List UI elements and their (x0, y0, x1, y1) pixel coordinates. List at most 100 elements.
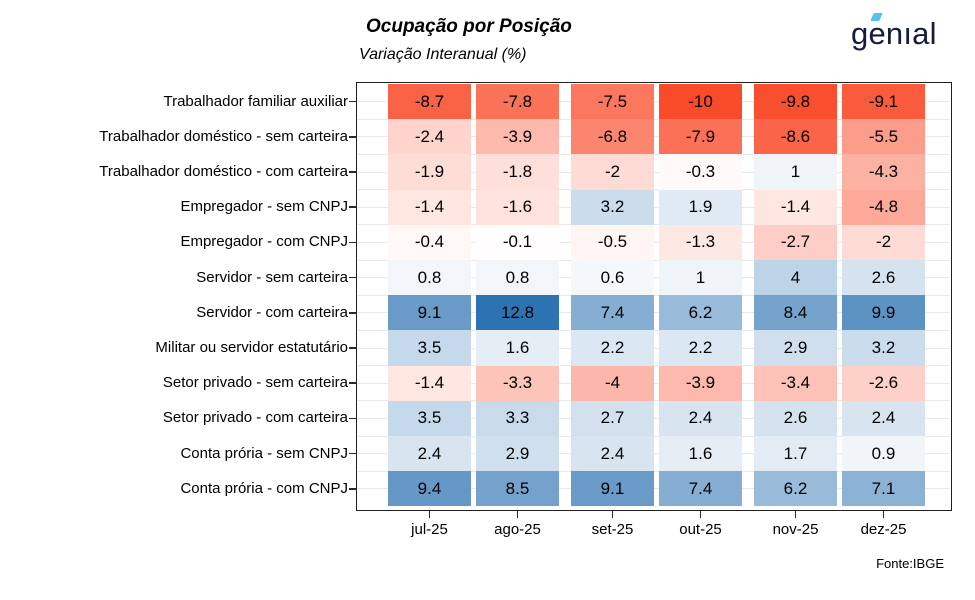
y-axis-tick (349, 488, 356, 490)
y-axis-label: Trabalhador familiar auxiliar (163, 92, 348, 110)
y-axis-tick (349, 206, 356, 208)
heatmap-cell: 6.2 (754, 471, 837, 507)
heatmap-cell: -1.9 (388, 154, 471, 190)
heatmap-cell: 0.6 (571, 260, 654, 296)
x-axis-label: jul-25 (411, 521, 448, 538)
panel-gridline (358, 101, 950, 103)
heatmap-cell: 0.8 (476, 260, 559, 296)
x-axis-tick (882, 511, 885, 518)
heatmap-cell: 3.2 (571, 189, 654, 225)
heatmap-cell: -7.9 (659, 119, 742, 155)
heatmap-cell: -3.3 (476, 365, 559, 401)
panel-gridline (358, 382, 950, 384)
heatmap-cell: 1 (659, 260, 742, 296)
heatmap-cell: 2.9 (476, 436, 559, 472)
heatmap-cell: 4 (754, 260, 837, 296)
heatmap-cell: 8.5 (476, 471, 559, 507)
y-axis-tick (349, 347, 356, 349)
heatmap-cell: 9.4 (388, 471, 471, 507)
heatmap-cell: 3.2 (842, 330, 925, 366)
heatmap-cell: -2.6 (842, 365, 925, 401)
chart-subtitle: Variação Interanual (%) (359, 46, 527, 63)
heatmap-cell: -6.8 (571, 119, 654, 155)
heatmap-cell: 6.2 (659, 295, 742, 331)
heatmap-cell: -2.4 (388, 119, 471, 155)
heatmap-cell: 0.8 (388, 260, 471, 296)
y-axis-label: Empregador - sem CNPJ (180, 198, 348, 216)
heatmap-cell: 1 (754, 154, 837, 190)
y-axis-label: Militar ou servidor estatutário (155, 339, 348, 356)
panel-gridline (358, 259, 950, 261)
heatmap-cell: -0.1 (476, 224, 559, 260)
heatmap-cell: 2.4 (388, 436, 471, 472)
heatmap-cell: 2.2 (659, 330, 742, 366)
panel-gridline (358, 206, 950, 208)
panel-gridline (358, 329, 950, 331)
y-axis-label: Conta prória - com CNPJ (180, 479, 348, 497)
heatmap-cell: 9.1 (571, 471, 654, 507)
x-axis-tick (516, 511, 519, 518)
heatmap-cell: -1.4 (754, 189, 837, 225)
heatmap-cell: 2.2 (571, 330, 654, 366)
heatmap-cell: 2.6 (754, 400, 837, 436)
y-axis-tick (349, 312, 356, 314)
heatmap-cell: 12.8 (476, 295, 559, 331)
y-axis-label: Servidor - sem carteira (196, 268, 348, 286)
y-axis-tick (349, 136, 356, 138)
genial-logo: genıal (851, 13, 961, 53)
x-axis-label: ago-25 (494, 521, 541, 538)
panel-gridline (358, 417, 950, 419)
heatmap-cell: -3.9 (659, 365, 742, 401)
x-axis-tick (428, 511, 431, 518)
heatmap-cell: 2.7 (571, 400, 654, 436)
x-axis-label: nov-25 (772, 521, 819, 538)
heatmap-cell: 1.9 (659, 189, 742, 225)
x-axis-tick (611, 511, 614, 518)
panel-gridline (358, 277, 950, 279)
heatmap-cell: 1.6 (476, 330, 559, 366)
heatmap-cell: 7.4 (571, 295, 654, 331)
panel-gridline (358, 294, 950, 296)
heatmap-cell: 9.9 (842, 295, 925, 331)
panel-gridline (358, 435, 950, 437)
heatmap-cell: -1.4 (388, 365, 471, 401)
x-axis-tick (794, 511, 797, 518)
y-axis-tick (349, 241, 356, 244)
heatmap-cell: 2.6 (842, 260, 925, 296)
heatmap-cell: -1.8 (476, 154, 559, 190)
heatmap-cell: -9.1 (842, 84, 925, 120)
heatmap-cell: -0.5 (571, 224, 654, 260)
panel-gridline (358, 241, 950, 243)
heatmap-cell: 2.9 (754, 330, 837, 366)
heatmap-cell: 1.7 (754, 436, 837, 472)
y-axis-tick (349, 171, 356, 173)
heatmap-cell: 8.4 (754, 295, 837, 331)
y-axis-tick (349, 382, 356, 384)
heatmap-cell: 3.5 (388, 330, 471, 366)
panel-gridline (358, 224, 950, 226)
panel-gridline (358, 118, 950, 120)
panel-gridline (358, 453, 950, 455)
heatmap-cell: -2 (571, 154, 654, 190)
heatmap-cell: -8.6 (754, 119, 837, 155)
x-axis-label: out-25 (679, 521, 722, 538)
y-axis-label: Trabalhador doméstico - sem carteira (99, 127, 348, 145)
heatmap-cell: 7.1 (842, 471, 925, 507)
panel-gridline (358, 470, 950, 472)
heatmap-cell: -9.8 (754, 84, 837, 120)
heatmap-cell: -4.3 (842, 154, 925, 190)
y-axis-label: Conta prória - sem CNPJ (180, 444, 348, 462)
heatmap-cell: -7.5 (571, 84, 654, 120)
panel-gridline (358, 488, 950, 490)
heatmap-cell: 7.4 (659, 471, 742, 507)
panel-gridline (358, 312, 950, 314)
y-axis-label: Setor privado - sem carteira (162, 374, 348, 392)
y-axis-label: Empregador - com CNPJ (180, 233, 348, 251)
heatmap-cell: -1.3 (659, 224, 742, 260)
panel-gridline (358, 365, 950, 367)
heatmap-cell: -4.8 (842, 189, 925, 225)
heatmap-cell: -8.7 (388, 84, 471, 120)
heatmap-cell: 3.3 (476, 400, 559, 436)
y-axis-tick (349, 452, 356, 455)
